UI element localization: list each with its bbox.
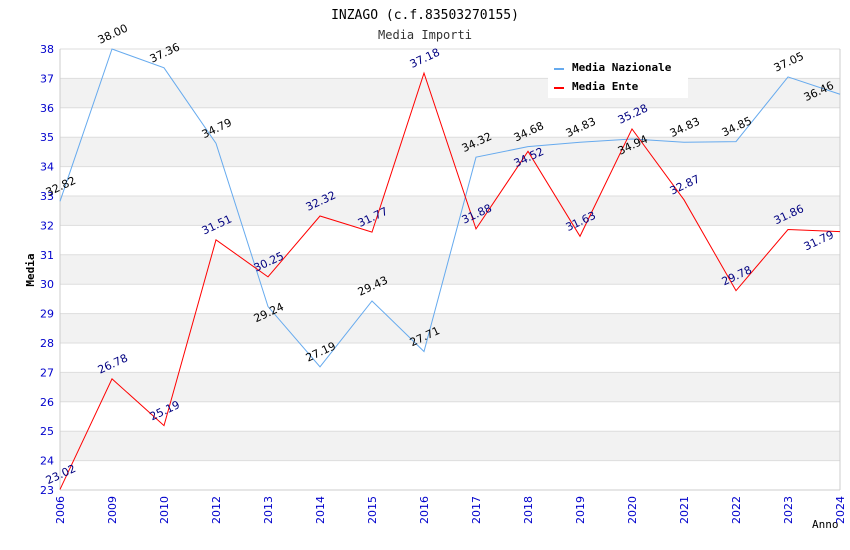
grid-band: [60, 284, 840, 314]
x-tick-label: 2013: [262, 496, 275, 524]
grid-band: [60, 107, 840, 138]
grid-band: [60, 78, 840, 108]
chart-title: INZAGO (c.f.83503270155): [331, 8, 519, 23]
grid-band: [60, 166, 840, 196]
legend-label-nazionale: Media Nazionale: [572, 61, 672, 74]
legend-swatch-ente: [554, 87, 564, 89]
grid-band: [60, 196, 840, 226]
x-tick-label: 2012: [210, 496, 223, 524]
grid-band: [60, 225, 840, 255]
y-tick-label: 28: [40, 337, 54, 350]
x-tick-label: 2023: [782, 496, 795, 524]
x-tick-label: 2024: [834, 496, 847, 524]
x-axis-label: Anno: [812, 518, 839, 531]
x-tick-label: 2018: [522, 496, 535, 524]
y-tick-label: 38: [40, 43, 54, 56]
x-tick-label: 2014: [314, 496, 327, 524]
x-tick-label: 2020: [626, 496, 639, 524]
data-label: 38.00: [96, 22, 130, 47]
x-tick-label: 2010: [158, 496, 171, 524]
y-tick-label: 35: [40, 131, 54, 144]
x-tick-label: 2015: [366, 496, 379, 524]
series-line-ente: [59, 71, 841, 490]
grid-band: [60, 49, 840, 79]
y-tick-label: 36: [40, 102, 54, 115]
y-tick-label: 34: [40, 161, 54, 174]
x-tick-label: 2021: [678, 496, 691, 524]
y-tick-label: 31: [40, 249, 54, 262]
y-tick-label: 25: [40, 425, 54, 438]
y-tick-label: 33: [40, 190, 54, 203]
legend-swatch-nazionale: [554, 68, 564, 70]
x-tick-label: 2006: [54, 496, 67, 524]
x-tick-label: 2022: [730, 496, 743, 524]
y-axis-label: Media: [24, 253, 37, 286]
x-tick-label: 2019: [574, 496, 587, 524]
x-tick-label: 2016: [418, 496, 431, 524]
grid-band: [60, 401, 840, 432]
legend-label-ente: Media Ente: [572, 80, 639, 93]
y-tick-label: 32: [40, 219, 54, 232]
y-tick-label: 30: [40, 278, 54, 291]
series-line-nazionale: [59, 48, 841, 368]
grid-band: [60, 460, 840, 490]
y-tick-label: 23: [40, 484, 54, 497]
grid-band: [60, 431, 840, 461]
grid-band: [60, 254, 840, 285]
y-tick-label: 27: [40, 366, 54, 379]
x-tick-label: 2017: [470, 496, 483, 524]
chart-subtitle: Media Importi: [378, 28, 472, 42]
grid-band: [60, 343, 840, 373]
grid-band: [60, 313, 840, 343]
y-tick-label: 29: [40, 308, 54, 321]
y-tick-label: 26: [40, 396, 54, 409]
legend: Media Nazionale Media Ente: [548, 54, 688, 98]
grid-band: [60, 372, 840, 402]
x-tick-label: 2009: [106, 496, 119, 524]
y-tick-label: 37: [40, 72, 54, 85]
y-tick-label: 24: [40, 455, 54, 468]
